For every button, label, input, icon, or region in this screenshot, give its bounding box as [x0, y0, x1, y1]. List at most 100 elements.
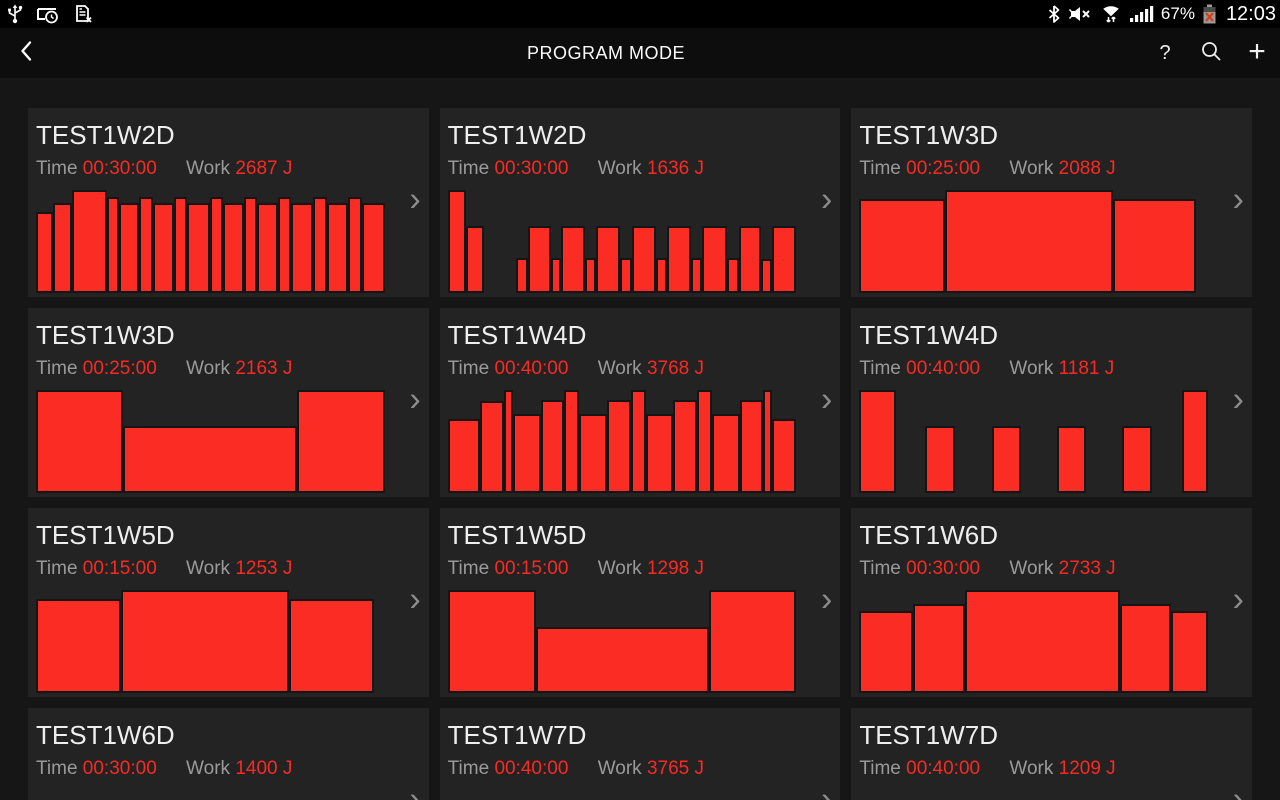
- chart-bar: [244, 197, 257, 293]
- program-card[interactable]: TEST1W3D Time 00:25:00 Work 2163 J ›: [28, 308, 429, 497]
- chart-bar: [913, 604, 966, 693]
- back-button[interactable]: [0, 28, 52, 78]
- status-bar: 67% 12:03: [0, 0, 1280, 28]
- add-program-button[interactable]: +: [1234, 28, 1280, 78]
- status-right-icons: 67% 12:03: [1047, 3, 1276, 26]
- chart-bar: [763, 390, 772, 493]
- chart-bar: [120, 590, 290, 693]
- search-button[interactable]: [1188, 28, 1234, 78]
- chevron-right-icon: ›: [1232, 380, 1244, 419]
- program-card[interactable]: TEST1W6D Time 00:30:00 Work 1400 J ›: [28, 708, 429, 800]
- time-label: Time: [36, 358, 83, 379]
- chart-bar: [1119, 604, 1171, 693]
- work-value: 3765 J: [646, 758, 705, 779]
- chart-bar: [1113, 199, 1197, 293]
- program-meta: Time 00:30:00 Work 1636 J: [440, 151, 841, 180]
- work-value: 2163 J: [235, 358, 293, 379]
- chevron-right-icon: ›: [409, 780, 421, 800]
- chart-bar: [153, 203, 174, 293]
- program-meta: Time 00:40:00 Work 3768 J: [440, 351, 841, 380]
- program-card[interactable]: TEST1W4D Time 00:40:00 Work 3768 J ›: [439, 308, 841, 497]
- chart-bar: [607, 400, 631, 493]
- chart-bar: [296, 390, 385, 493]
- chart-bar: [278, 197, 291, 293]
- program-card[interactable]: TEST1W5D Time 00:15:00 Work 1253 J ›: [28, 508, 429, 697]
- program-bar-chart: [859, 390, 1209, 493]
- program-meta: Time 00:15:00 Work 1253 J: [28, 551, 429, 580]
- status-left-icons: [6, 4, 94, 24]
- program-title: TEST1W5D: [36, 520, 175, 550]
- chart-bar: [447, 190, 466, 293]
- program-meta: Time 00:40:00 Work 3765 J: [440, 751, 841, 780]
- chart-bar: [540, 400, 565, 493]
- program-card[interactable]: TEST1W6D Time 00:30:00 Work 2733 J ›: [851, 508, 1252, 697]
- chart-bar: [290, 203, 314, 293]
- chart-bar: [564, 390, 580, 493]
- chart-bar: [209, 197, 223, 293]
- chart-bar: [123, 426, 297, 493]
- work-value: 1181 J: [1058, 358, 1115, 379]
- work-value: 3768 J: [646, 358, 705, 379]
- chart-bar: [1181, 390, 1209, 493]
- program-card[interactable]: TEST1W4D Time 00:40:00 Work 1181 J ›: [851, 308, 1252, 497]
- chart-bar: [691, 257, 703, 293]
- usb-icon: [6, 4, 24, 24]
- chart-bar: [1057, 426, 1087, 493]
- chart-bar: [536, 627, 709, 693]
- chart-bar: [760, 259, 772, 293]
- time-value: 00:30:00: [82, 758, 157, 779]
- chart-bar: [465, 226, 485, 293]
- chart-bar: [859, 390, 896, 493]
- work-value: 2088 J: [1058, 158, 1116, 179]
- time-label: Time: [859, 558, 907, 579]
- chart-bar: [859, 610, 914, 693]
- time-label: Time: [36, 158, 83, 179]
- search-icon: [1200, 40, 1222, 67]
- chart-bar: [771, 226, 797, 293]
- chart-bar: [645, 413, 674, 493]
- chart-bar: [708, 590, 797, 693]
- chart-bar: [313, 197, 327, 293]
- time-value: 00:40:00: [906, 758, 981, 779]
- chart-bar: [36, 390, 123, 493]
- program-meta: Time 00:25:00 Work 2088 J: [851, 151, 1252, 180]
- chevron-right-icon: ›: [409, 580, 421, 619]
- chevron-right-icon: ›: [1232, 580, 1244, 619]
- program-bar-chart: [447, 190, 797, 293]
- program-card[interactable]: TEST1W2D Time 00:30:00 Work 2687 J ›: [28, 108, 429, 297]
- work-label: Work: [1009, 758, 1059, 779]
- program-card[interactable]: TEST1W3D Time 00:25:00 Work 2088 J ›: [851, 108, 1252, 297]
- chevron-right-icon: ›: [1232, 780, 1244, 800]
- work-label: Work: [186, 158, 236, 179]
- chart-bar: [36, 211, 54, 293]
- chart-bar: [106, 197, 120, 293]
- program-meta: Time 00:30:00 Work 2733 J: [851, 551, 1252, 580]
- chart-bar: [631, 226, 656, 293]
- time-label: Time: [447, 158, 495, 179]
- wifi-icon: [1099, 4, 1123, 24]
- program-bar-chart: [448, 790, 797, 800]
- chart-bar: [1170, 610, 1208, 693]
- program-title: TEST1W4D: [447, 320, 587, 350]
- page-title: PROGRAM MODE: [526, 42, 686, 63]
- program-meta: Time 00:40:00 Work 1209 J: [851, 751, 1252, 780]
- chart-bar: [289, 599, 374, 693]
- program-meta: Time 00:15:00 Work 1298 J: [440, 551, 841, 580]
- program-title: TEST1W5D: [447, 520, 587, 550]
- time-label: Time: [859, 158, 907, 179]
- program-card[interactable]: TEST1W7D Time 00:40:00 Work 1209 J ›: [851, 708, 1252, 800]
- program-card[interactable]: TEST1W7D Time 00:40:00 Work 3765 J ›: [439, 708, 841, 800]
- chart-bar: [528, 226, 552, 293]
- work-label: Work: [186, 558, 236, 579]
- program-title: TEST1W3D: [36, 320, 175, 350]
- program-bar-chart: [447, 590, 797, 693]
- program-meta: Time 00:40:00 Work 1181 J: [851, 351, 1252, 380]
- program-card[interactable]: TEST1W2D Time 00:30:00 Work 1636 J ›: [439, 108, 841, 297]
- chevron-right-icon: ›: [821, 780, 833, 800]
- work-label: Work: [597, 358, 647, 379]
- program-card[interactable]: TEST1W5D Time 00:15:00 Work 1298 J ›: [439, 508, 841, 697]
- help-button[interactable]: ?: [1142, 28, 1188, 78]
- program-title: TEST1W3D: [859, 120, 999, 150]
- work-value: 1298 J: [646, 558, 705, 579]
- program-title: TEST1W6D: [36, 720, 175, 750]
